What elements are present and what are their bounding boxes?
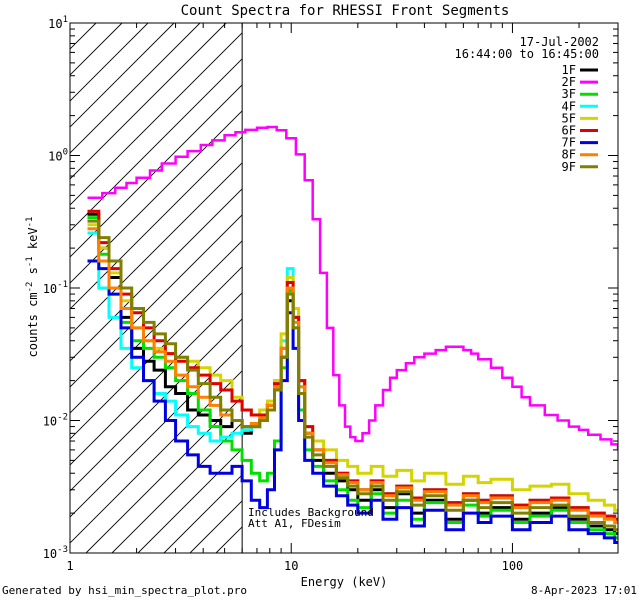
legend-label-3f: 3F [562, 87, 576, 101]
hatch-line [70, 240, 243, 414]
y-tick-label: 10-3 [43, 545, 68, 561]
series-line-8f [87, 227, 618, 524]
series-line-3f [87, 216, 618, 540]
legend-label-1f: 1F [562, 63, 576, 77]
y-tick-label: 101 [48, 15, 68, 31]
hatch-line [70, 23, 227, 180]
x-tick-label: 10 [284, 559, 298, 573]
series-line-2f [87, 125, 618, 450]
y-tick-label: 10-1 [43, 280, 68, 296]
hatch-line [111, 422, 243, 553]
observation-date: 17-Jul-2002 [520, 35, 599, 49]
x-tick-label: 100 [502, 559, 524, 573]
hatch-line [70, 136, 243, 310]
x-tick-labels: 1 10 100 [66, 559, 523, 573]
series-lines [87, 125, 618, 544]
footer-generated-by: Generated by hsi_min_spectra_plot.pro [2, 584, 247, 597]
hatch-line [70, 84, 243, 258]
series-line-9f [87, 219, 618, 532]
hatch-line [137, 448, 243, 553]
hatch-line [70, 214, 243, 388]
hatch-line [70, 23, 175, 128]
legend-label-2f: 2F [562, 75, 576, 89]
hatch-line [85, 396, 243, 553]
series-line-4f [87, 231, 618, 521]
y-tick-label: 10-2 [43, 413, 68, 429]
legend-label-4f: 4F [562, 99, 576, 113]
legend-label-9f: 9F [562, 160, 576, 174]
axis-ticks [69, 22, 619, 554]
hatch-line [70, 370, 243, 544]
annotation-background: Includes Background [248, 506, 374, 519]
observation-time-range: 16:44:00 to 16:45:00 [455, 47, 600, 61]
hatch-line [70, 266, 243, 440]
hatch-line [70, 344, 243, 518]
y-tick-labels: 10-3 10-2 10-1 100 101 [43, 15, 68, 561]
hatch-line [70, 32, 243, 206]
legend-label-6f: 6F [562, 124, 576, 138]
y-tick-label: 100 [48, 148, 68, 164]
hatch-line [70, 318, 243, 492]
y-axis-label: counts cm-2 s-1 keV-1 [25, 217, 40, 358]
hatch-line [70, 23, 201, 154]
legend-label-7f: 7F [562, 136, 576, 150]
hatch-line [70, 58, 243, 232]
hatch-line [70, 188, 243, 362]
legend-label-8f: 8F [562, 148, 576, 162]
x-axis-label: Energy (keV) [301, 575, 388, 589]
annotation-attenuator: Att A1, FDesim [248, 517, 341, 530]
footer-timestamp: 8-Apr-2023 17:01 [531, 584, 637, 597]
chart-title: Count Spectra for RHESSI Front Segments [181, 3, 510, 19]
x-tick-label: 1 [66, 559, 73, 573]
series-line-6f [87, 209, 618, 521]
legend-label-5f: 5F [562, 111, 576, 125]
